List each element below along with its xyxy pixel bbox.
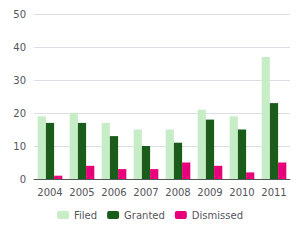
svg-text:2011: 2011	[261, 187, 286, 198]
svg-text:Filed: Filed	[74, 210, 97, 221]
svg-text:2009: 2009	[197, 187, 222, 198]
svg-text:2004: 2004	[37, 187, 62, 198]
svg-text:0: 0	[20, 174, 26, 185]
svg-text:Dismissed: Dismissed	[192, 210, 243, 221]
svg-text:50: 50	[13, 9, 26, 20]
svg-text:2007: 2007	[133, 187, 158, 198]
svg-text:40: 40	[13, 42, 26, 53]
svg-text:2010: 2010	[229, 187, 254, 198]
svg-text:30: 30	[13, 75, 26, 86]
svg-text:2005: 2005	[69, 187, 94, 198]
svg-text:2006: 2006	[101, 187, 126, 198]
svg-text:10: 10	[13, 141, 26, 152]
svg-text:20: 20	[13, 108, 26, 119]
svg-text:Granted: Granted	[124, 210, 165, 221]
svg-text:2008: 2008	[165, 187, 190, 198]
